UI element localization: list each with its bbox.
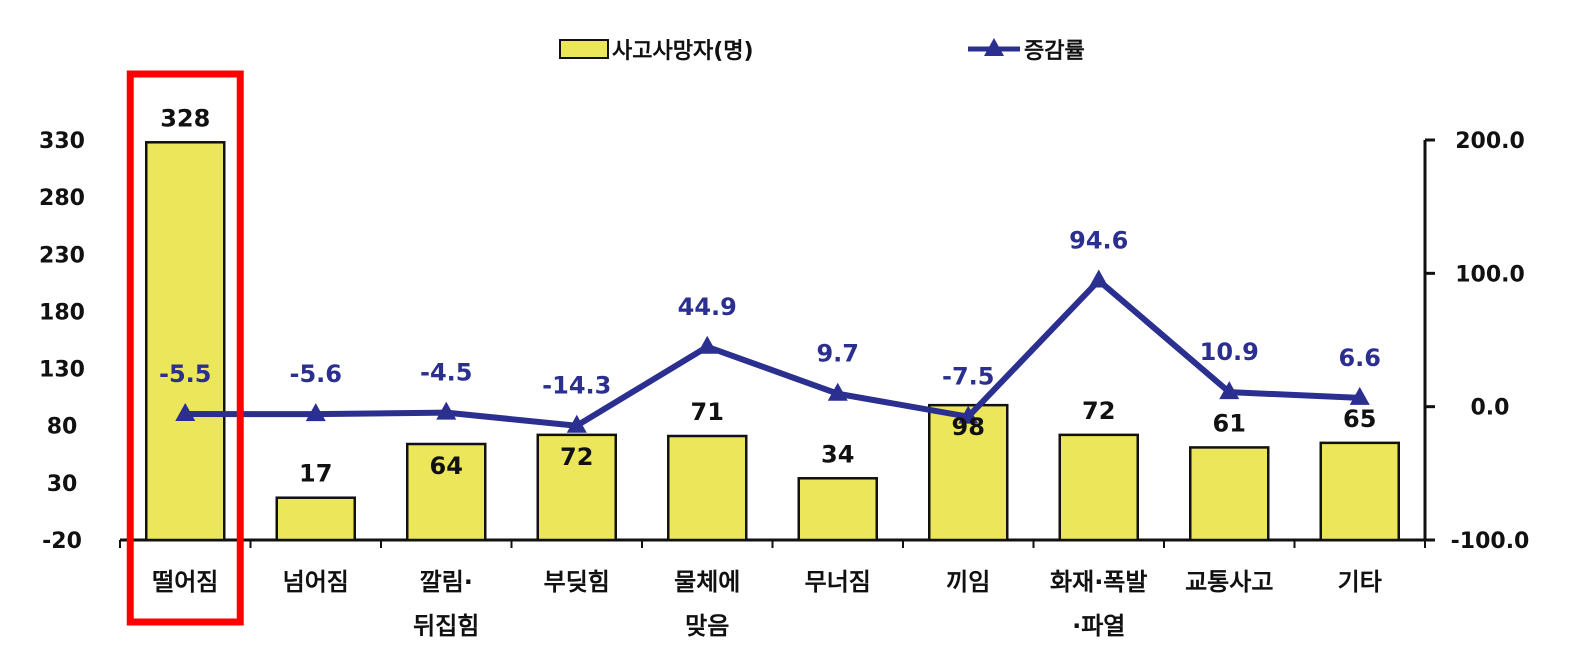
bar — [928, 403, 1009, 542]
right-axis-tick-label: 200.0 — [1455, 129, 1525, 154]
highlight-box — [126, 70, 244, 626]
line-marker — [175, 403, 196, 421]
left-axis-tick-label: 330 — [39, 129, 85, 154]
line-value-label: -7.5 — [942, 363, 994, 391]
line-value-label: 6.6 — [1338, 344, 1381, 372]
axes: -20 30 80 130 180 230 280 330 -100.0 0.0 100.0 200.… — [39, 129, 1529, 554]
bar — [406, 442, 487, 542]
right-axis-tick-label: 0.0 — [1471, 396, 1510, 421]
legend-bar-label: 사고사망자(명) — [612, 39, 754, 64]
left-axis-tick-label: 80 — [47, 415, 78, 440]
line-series — [185, 277, 1360, 429]
line-value-label: -5.6 — [290, 360, 342, 388]
category-label: 뒤집힘 — [413, 612, 479, 640]
left-axis-tick-label: 180 — [39, 300, 85, 325]
category-label: 맞음 — [685, 612, 729, 640]
bar-value-label: 64 — [430, 452, 463, 480]
bar-value-label: 61 — [1213, 409, 1246, 437]
line-marker — [1349, 386, 1370, 405]
left-axis-tick-label: 130 — [39, 358, 85, 383]
line-layer — [175, 269, 1370, 433]
right-axis-tick-label: 100.0 — [1455, 262, 1525, 287]
bar — [1189, 446, 1270, 542]
line-marker — [827, 382, 848, 401]
category-label: 기타 — [1338, 568, 1382, 596]
bar-value-label: 328 — [160, 104, 210, 132]
bar-value-label: 98 — [952, 413, 985, 441]
bar — [1319, 441, 1400, 542]
left-axis-tick-label: 230 — [39, 243, 85, 268]
category-label: 끼임 — [946, 568, 990, 596]
line-value-label: 10.9 — [1200, 338, 1259, 366]
category-label: 넘어짐 — [283, 568, 349, 596]
left-axis-tick-label: 280 — [39, 186, 85, 211]
left-axis-tick-label: 30 — [47, 472, 78, 497]
bar-value-label: 71 — [691, 398, 724, 426]
legend-line-label: 증감률 — [1024, 39, 1085, 64]
bar-value-label: 65 — [1343, 405, 1376, 433]
labels: 328 17 64 72 71 34 98 72 61 65 -5.5 -5.6 -4.5 -14.3 44… — [159, 104, 1381, 487]
line-value-label: 9.7 — [816, 340, 859, 368]
bar — [275, 496, 356, 542]
bar — [145, 141, 226, 542]
line-marker — [1219, 381, 1240, 400]
line-value-label: 94.6 — [1069, 227, 1128, 255]
bar-value-label: 72 — [1082, 397, 1115, 425]
legend-line-marker — [984, 38, 1004, 56]
category-label: 부딪힘 — [544, 568, 610, 596]
line-marker — [305, 403, 326, 422]
line-marker — [697, 335, 718, 354]
line-value-label: -4.5 — [420, 359, 472, 387]
line-marker — [1088, 269, 1109, 288]
line-marker — [566, 414, 587, 433]
bar — [797, 477, 878, 542]
line-marker — [436, 401, 457, 420]
line-value-label: -5.5 — [159, 360, 211, 388]
legend-bar-swatch — [559, 39, 609, 59]
line-marker — [958, 405, 979, 424]
category-label: 교통사고 — [1185, 568, 1273, 596]
bar-value-label: 34 — [821, 440, 854, 468]
bar-value-label: 72 — [560, 443, 593, 471]
legend: 사고사망자(명) 증감률 — [559, 38, 1085, 64]
line-value-label: 44.9 — [678, 293, 737, 321]
category-label: 화재·폭발 — [1050, 568, 1147, 596]
category-label: 깔림· — [420, 568, 473, 596]
line-value-label: -14.3 — [542, 372, 611, 400]
category-label: 무너짐 — [805, 568, 871, 596]
category-label: ·파열 — [1072, 612, 1125, 640]
right-axis-tick-label: -100.0 — [1451, 529, 1530, 554]
left-axis-tick-label: -20 — [42, 529, 82, 554]
bar-value-label: 17 — [299, 460, 332, 488]
bars — [145, 141, 1400, 542]
category-label: 떨어짐 — [152, 568, 218, 596]
category-label: 물체에 — [674, 568, 740, 596]
bar — [667, 434, 748, 542]
bar — [1058, 433, 1139, 542]
bar — [536, 433, 617, 542]
